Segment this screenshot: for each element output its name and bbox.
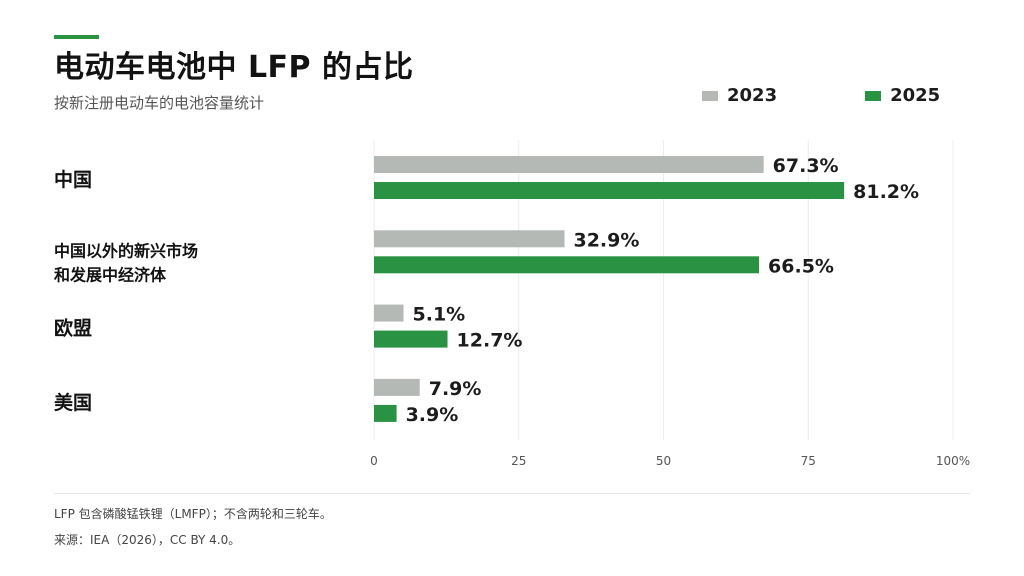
data-label-2023-0: 67.3% [773,155,839,177]
data-label-2023-3: 7.9% [429,378,482,400]
chart-title: 电动车电池中 LFP 的占比 [54,50,414,85]
bar-2023-1 [374,230,565,248]
x-tick-label: 25 [511,454,526,468]
bar-2025-1 [374,256,760,274]
legend-swatch-2023 [702,90,718,101]
bar-2023-2 [374,304,404,322]
title-accent-rule [54,35,99,39]
legend-label-2025: 2025 [890,85,941,106]
x-tick-label: 0 [370,454,378,468]
footer-divider [54,493,970,494]
category-label: 欧盟 [54,317,92,340]
legend-item-2023: 2023 [702,85,777,106]
bar-2025-2 [374,330,448,348]
category-label: 中国以外的新兴市场和发展中经济体 [54,241,198,284]
bar-2023-0 [374,156,764,173]
bar-chart: 0 25 50 75 100% 中国 67.3% 81.2% 中国以外的新兴市场和发展中经济体 3… [54,140,970,468]
bar-2023-3 [374,378,420,396]
legend-item-2025: 2025 [865,85,940,106]
chart-subtitle: 按新注册电动车的电池容量统计 [54,94,265,112]
bar-2025-3 [374,404,397,422]
data-label-2023-2: 5.1% [413,304,466,326]
bar-2025-0 [374,182,845,199]
x-tick-label: 100% [936,454,970,468]
data-label-2025-2: 12.7% [457,330,523,352]
data-label-2025-0: 81.2% [853,181,919,203]
x-tick-label: 75 [801,454,816,468]
footnote: LFP 包含磷酸锰铁锂（LMFP）；不含两轮和三轮车。 [54,507,332,521]
source-note: 来源：IEA（2026），CC BY 4.0。 [54,533,241,547]
data-label-2025-1: 66.5% [768,255,834,277]
category-label: 中国 [54,168,92,191]
x-tick-label: 50 [656,454,671,468]
legend: 2023 2025 [702,85,940,106]
data-label-2023-1: 32.9% [573,229,639,251]
legend-swatch-2025 [865,90,882,101]
category-label: 美国 [54,391,92,414]
data-label-2025-3: 3.9% [406,404,459,426]
legend-label-2023: 2023 [727,85,778,106]
